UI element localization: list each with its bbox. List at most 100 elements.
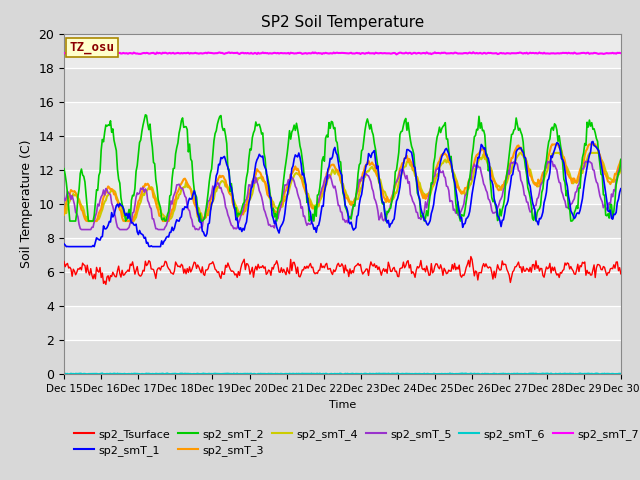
sp2_smT_7 xyxy=(372,50,380,56)
sp2_smT_5 xyxy=(568,201,576,206)
sp2_Tsurface xyxy=(296,274,304,280)
sp2_smT_3 xyxy=(470,159,478,165)
Line: sp2_Tsurface: sp2_Tsurface xyxy=(64,256,621,285)
sp2_smT_4 xyxy=(296,173,304,179)
sp2_smT_1 xyxy=(589,139,596,144)
sp2_Tsurface xyxy=(234,269,242,275)
Title: SP2 Soil Temperature: SP2 Soil Temperature xyxy=(260,15,424,30)
sp2_smT_2 xyxy=(60,166,68,171)
Bar xyxy=(64,272,621,306)
sp2_smT_4 xyxy=(399,165,407,171)
sp2_smT_6 xyxy=(568,371,576,377)
sp2_smT_2 xyxy=(236,212,243,217)
sp2_smT_7 xyxy=(234,50,241,56)
sp2_smT_7 xyxy=(392,51,400,57)
sp2_smT_2 xyxy=(401,118,408,123)
sp2_smT_1 xyxy=(399,161,407,167)
sp2_Tsurface xyxy=(102,282,109,288)
sp2_smT_2 xyxy=(374,164,381,170)
sp2_smT_5 xyxy=(234,221,242,227)
sp2_smT_7 xyxy=(295,50,303,56)
sp2_smT_5 xyxy=(373,202,381,208)
sp2_smT_3 xyxy=(617,157,625,163)
sp2_smT_7 xyxy=(399,50,407,56)
sp2_smT_1 xyxy=(234,224,242,229)
Bar xyxy=(64,306,621,340)
sp2_smT_2 xyxy=(66,218,74,224)
sp2_smT_7 xyxy=(472,50,479,56)
Bar xyxy=(64,170,621,204)
Line: sp2_smT_3: sp2_smT_3 xyxy=(64,144,621,221)
sp2_smT_2 xyxy=(141,112,149,118)
Line: sp2_smT_2: sp2_smT_2 xyxy=(64,115,621,221)
sp2_smT_6 xyxy=(60,371,68,376)
Bar xyxy=(64,68,621,102)
sp2_smT_2 xyxy=(298,148,305,154)
Bar xyxy=(64,340,621,374)
sp2_smT_1 xyxy=(63,244,70,250)
sp2_Tsurface xyxy=(568,266,576,272)
sp2_smT_6 xyxy=(472,371,479,377)
Line: sp2_smT_6: sp2_smT_6 xyxy=(64,373,621,374)
sp2_smT_6 xyxy=(374,371,381,377)
sp2_Tsurface xyxy=(617,271,625,276)
sp2_smT_7 xyxy=(469,49,477,55)
Line: sp2_smT_4: sp2_smT_4 xyxy=(64,153,621,221)
sp2_smT_4 xyxy=(60,212,68,218)
Line: sp2_smT_7: sp2_smT_7 xyxy=(64,52,621,54)
sp2_smT_3 xyxy=(296,173,304,179)
sp2_smT_4 xyxy=(373,171,381,177)
sp2_smT_1 xyxy=(470,178,478,183)
sp2_smT_4 xyxy=(517,150,525,156)
sp2_smT_7 xyxy=(60,50,68,56)
sp2_smT_1 xyxy=(296,155,304,160)
Bar xyxy=(64,34,621,68)
sp2_Tsurface xyxy=(60,259,68,264)
sp2_smT_3 xyxy=(234,214,242,219)
sp2_smT_5 xyxy=(60,195,68,201)
sp2_smT_3 xyxy=(399,161,407,167)
sp2_smT_1 xyxy=(617,186,625,192)
sp2_Tsurface xyxy=(472,268,479,274)
sp2_smT_4 xyxy=(470,167,478,173)
sp2_smT_6 xyxy=(401,371,408,377)
sp2_smT_4 xyxy=(234,209,242,215)
sp2_smT_7 xyxy=(568,50,576,56)
sp2_smT_6 xyxy=(234,371,242,377)
sp2_Tsurface xyxy=(467,253,475,259)
Text: TZ_osu: TZ_osu xyxy=(70,41,115,54)
sp2_smT_4 xyxy=(568,176,576,182)
sp2_smT_3 xyxy=(373,172,381,178)
sp2_smT_5 xyxy=(544,158,552,164)
sp2_smT_6 xyxy=(99,371,106,376)
sp2_smT_1 xyxy=(567,208,575,214)
sp2_smT_5 xyxy=(399,168,407,173)
Line: sp2_smT_1: sp2_smT_1 xyxy=(64,142,621,247)
Y-axis label: Soil Temperature (C): Soil Temperature (C) xyxy=(20,140,33,268)
sp2_smT_5 xyxy=(296,198,304,204)
sp2_smT_4 xyxy=(617,166,625,172)
Bar xyxy=(64,102,621,136)
sp2_smT_2 xyxy=(617,156,625,162)
X-axis label: Time: Time xyxy=(329,400,356,409)
sp2_smT_6 xyxy=(298,371,305,377)
sp2_smT_6 xyxy=(617,371,625,377)
sp2_smT_5 xyxy=(470,161,478,167)
Bar xyxy=(64,136,621,170)
sp2_smT_3 xyxy=(548,142,556,147)
sp2_smT_2 xyxy=(472,132,479,138)
sp2_Tsurface xyxy=(399,259,407,265)
sp2_smT_4 xyxy=(84,218,92,224)
Bar xyxy=(64,204,621,238)
sp2_smT_7 xyxy=(617,50,625,56)
sp2_Tsurface xyxy=(373,263,381,268)
sp2_smT_3 xyxy=(60,211,68,217)
sp2_smT_5 xyxy=(617,163,625,168)
sp2_smT_6 xyxy=(253,372,261,377)
sp2_smT_1 xyxy=(373,166,381,171)
sp2_smT_2 xyxy=(568,218,576,224)
sp2_smT_3 xyxy=(83,218,91,224)
Legend: sp2_Tsurface, sp2_smT_1, sp2_smT_2, sp2_smT_3, sp2_smT_4, sp2_smT_5, sp2_smT_6, : sp2_Tsurface, sp2_smT_1, sp2_smT_2, sp2_… xyxy=(70,424,640,460)
Line: sp2_smT_5: sp2_smT_5 xyxy=(64,161,621,229)
Bar xyxy=(64,238,621,272)
